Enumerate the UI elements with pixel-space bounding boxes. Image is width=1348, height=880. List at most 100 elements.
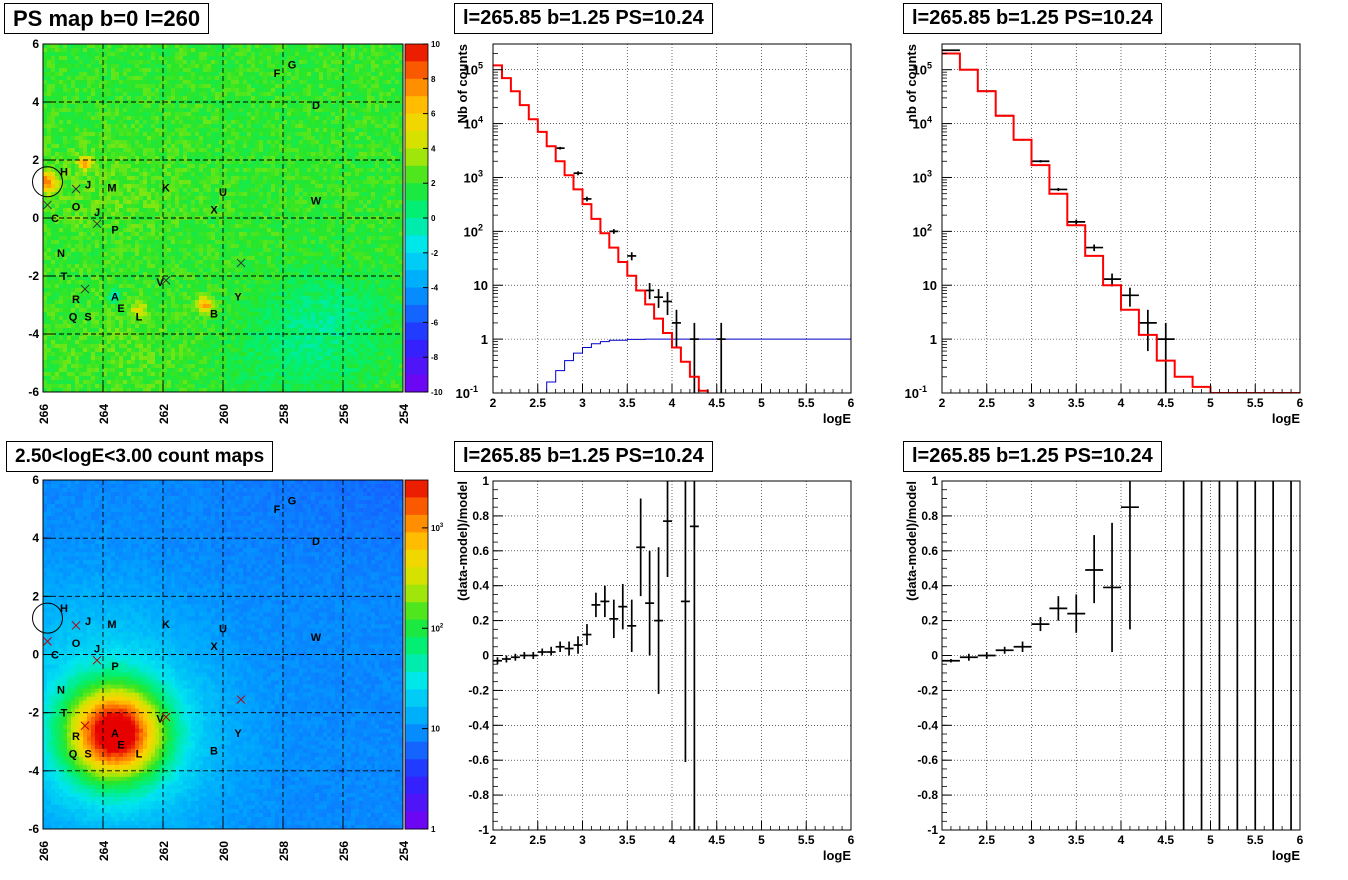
map-pixel (243, 328, 248, 333)
map-pixel (103, 248, 108, 253)
map-pixel (171, 92, 176, 97)
map-pixel (247, 236, 252, 241)
map-pixel (75, 348, 80, 353)
map-pixel (55, 128, 60, 133)
map-pixel (107, 136, 112, 141)
map-pixel (167, 380, 172, 385)
map-pixel (247, 216, 252, 221)
map-pixel (171, 128, 176, 133)
map-pixel (179, 84, 184, 89)
map-pixel (147, 120, 152, 125)
map-pixel (151, 260, 156, 265)
map-pixel (115, 140, 120, 145)
map-pixel (203, 316, 208, 321)
map-pixel (219, 268, 224, 273)
map-pixel (207, 280, 212, 285)
map-pixel (131, 292, 136, 297)
map-pixel (131, 376, 136, 381)
map-pixel (211, 296, 216, 301)
map-pixel (99, 152, 104, 157)
map-pixel (147, 296, 152, 301)
map-pixel (255, 324, 260, 329)
map-pixel (83, 148, 88, 153)
map-pixel (243, 264, 248, 269)
map-pixel (239, 152, 244, 157)
map-pixel (43, 196, 48, 201)
map-pixel (47, 56, 52, 61)
map-pixel (107, 356, 112, 361)
map-pixel (223, 248, 228, 253)
map-pixel (255, 288, 260, 293)
map-pixel (211, 196, 216, 201)
map-pixel (239, 348, 244, 353)
map-pixel (203, 320, 208, 325)
map-pixel (207, 240, 212, 245)
map-pixel (59, 148, 64, 153)
map-pixel (103, 124, 108, 129)
map-pixel (267, 272, 272, 277)
map-pixel (51, 348, 56, 353)
map-pixel (219, 284, 224, 289)
map-pixel (91, 268, 96, 273)
map-pixel (163, 84, 168, 89)
map-pixel (71, 276, 76, 281)
map-pixel (243, 364, 248, 369)
map-pixel (259, 72, 264, 77)
map-pixel (95, 352, 100, 357)
map-pixel (119, 272, 124, 277)
map-pixel (203, 116, 208, 121)
map-pixel (259, 200, 264, 205)
map-pixel (235, 48, 240, 53)
map-pixel (99, 260, 104, 265)
map-pixel (155, 320, 160, 325)
map-pixel (87, 228, 92, 233)
map-pixel (191, 152, 196, 157)
map-pixel (55, 308, 60, 313)
map-pixel (267, 224, 272, 229)
map-pixel (207, 308, 212, 313)
map-pixel (219, 248, 224, 253)
map-pixel (199, 140, 204, 145)
map-pixel (79, 96, 84, 101)
map-pixel (187, 124, 192, 129)
map-pixel (199, 364, 204, 369)
map-pixel (187, 160, 192, 165)
map-pixel (175, 132, 180, 137)
map-pixel (75, 256, 80, 261)
map-pixel (83, 232, 88, 237)
map-pixel (63, 360, 68, 365)
map-pixel (155, 208, 160, 213)
map-pixel (183, 84, 188, 89)
map-pixel (267, 188, 272, 193)
map-pixel (231, 48, 236, 53)
map-pixel (239, 80, 244, 85)
map-pixel (99, 120, 104, 125)
map-pixel (191, 224, 196, 229)
map-pixel (207, 152, 212, 157)
map-pixel (163, 304, 168, 309)
map-pixel (251, 352, 256, 357)
map-pixel (123, 284, 128, 289)
map-pixel (187, 304, 192, 309)
map-pixel (247, 364, 252, 369)
map-pixel (155, 200, 160, 205)
map-pixel (63, 180, 68, 185)
map-pixel (99, 204, 104, 209)
map-pixel (239, 280, 244, 285)
map-pixel (159, 308, 164, 313)
map-pixel (211, 220, 216, 225)
map-pixel (199, 92, 204, 97)
map-pixel (143, 352, 148, 357)
map-pixel (183, 300, 188, 305)
map-pixel (47, 104, 52, 109)
map-pixel (239, 188, 244, 193)
map-pixel (79, 200, 84, 205)
map-pixel (207, 72, 212, 77)
map-pixel (59, 80, 64, 85)
map-pixel (59, 316, 64, 321)
map-pixel (215, 196, 220, 201)
map-pixel (79, 168, 84, 173)
map-pixel (95, 300, 100, 305)
map-pixel (47, 44, 52, 49)
map-pixel (271, 56, 276, 61)
